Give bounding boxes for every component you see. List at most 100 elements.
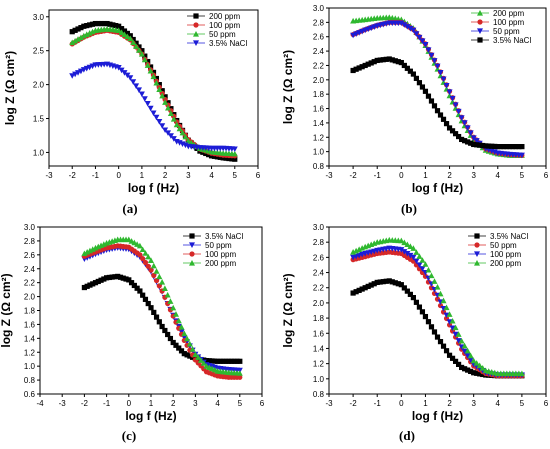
data-point: [477, 371, 483, 377]
data-point: [356, 65, 362, 71]
data-point: [237, 358, 243, 364]
data-point: [431, 329, 438, 335]
data-point: [184, 352, 190, 358]
data-point: [148, 267, 154, 273]
data-point: [197, 357, 204, 363]
data-point: [133, 43, 140, 49]
data-point: [136, 242, 143, 249]
data-point: [135, 47, 142, 53]
data-point: [173, 342, 179, 348]
data-point: [476, 362, 483, 369]
y-tick-label: 1.2: [24, 348, 36, 357]
y-tick-label: 1.6: [313, 105, 325, 114]
data-point: [392, 280, 398, 286]
data-point: [462, 366, 468, 372]
data-point: [452, 131, 459, 137]
data-point: [173, 121, 180, 128]
data-point: [184, 335, 191, 342]
data-point: [236, 370, 243, 376]
data-point: [440, 297, 447, 304]
data-point: [212, 358, 218, 364]
data-point: [425, 93, 432, 99]
data-point: [220, 155, 226, 161]
data-point: [416, 80, 423, 86]
data-point: [425, 319, 432, 325]
data-point: [223, 155, 229, 161]
data-point: [410, 27, 417, 34]
data-point: [176, 125, 183, 132]
data-point: [464, 353, 471, 359]
data-point: [353, 289, 359, 295]
y-tick-label: 1.0: [33, 148, 45, 157]
data-point: [217, 154, 223, 160]
data-point: [461, 120, 468, 126]
legend-label: 50 ppm: [490, 241, 517, 250]
data-point: [231, 150, 238, 157]
data-point: [419, 266, 426, 272]
data-point: [142, 296, 149, 302]
series-3-5-nacl: [81, 273, 243, 364]
data-point: [181, 351, 187, 357]
x-tick-label: 5: [233, 171, 238, 180]
data-point: [148, 257, 154, 263]
legend-label: 3.5% NaCl: [493, 36, 531, 45]
data-point: [81, 23, 87, 29]
data-point: [162, 99, 169, 105]
data-point: [237, 374, 243, 380]
data-point: [170, 136, 177, 142]
data-point: [156, 82, 162, 88]
data-point: [413, 299, 420, 305]
data-point: [104, 20, 110, 27]
data-point: [147, 64, 154, 70]
data-point: [359, 64, 365, 70]
data-point: [401, 239, 408, 246]
legend-label: 200 ppm: [209, 12, 240, 21]
y-tick-label: 2.2: [24, 279, 36, 288]
x-tick-label: 5: [238, 399, 243, 408]
data-point: [425, 266, 432, 273]
panel-a: -3 -2 -1 0 1 2 3 4 5 6 1.0 1.5 2.0 2.5 3.0 log f (Hz) lo…: [3, 9, 261, 216]
data-point: [516, 144, 522, 150]
data-point: [165, 130, 172, 136]
data-point: [416, 253, 423, 259]
data-point: [452, 324, 459, 331]
y-tick-label: 3.0: [33, 13, 45, 22]
data-point: [465, 139, 471, 145]
data-point: [401, 22, 408, 28]
data-point: [365, 61, 371, 67]
data-point: [90, 281, 96, 287]
data-point: [98, 20, 104, 27]
x-tick-label: -2: [350, 171, 358, 180]
data-point: [87, 282, 93, 288]
x-tick-label: 0: [116, 171, 121, 180]
data-point: [431, 278, 438, 284]
data-point: [383, 278, 389, 284]
data-point: [159, 278, 166, 285]
x-tick-label: 0: [399, 399, 404, 408]
y-tick-label: 2.5: [33, 47, 45, 56]
data-point: [167, 133, 174, 139]
data-point: [104, 275, 110, 281]
data-point: [501, 144, 507, 150]
y-tick-label: 2.0: [24, 293, 36, 302]
data-point: [504, 144, 510, 150]
data-point: [419, 38, 426, 45]
data-point: [434, 334, 441, 340]
data-point: [137, 252, 143, 258]
legend-marker: [474, 260, 480, 266]
data-point: [167, 335, 174, 342]
x-tick-label: 4: [209, 171, 214, 180]
data-point: [518, 152, 525, 159]
legend-marker: [189, 242, 195, 248]
data-point: [170, 116, 177, 122]
data-point: [377, 57, 383, 63]
data-point: [187, 353, 193, 359]
y-tick-label: 0.8: [313, 162, 325, 171]
y-tick-label: 0.8: [24, 376, 36, 385]
data-point: [452, 102, 459, 108]
x-axis-label: log f (Hz): [128, 181, 179, 195]
data-point: [473, 138, 480, 144]
data-point: [220, 358, 226, 364]
data-point: [150, 69, 157, 75]
